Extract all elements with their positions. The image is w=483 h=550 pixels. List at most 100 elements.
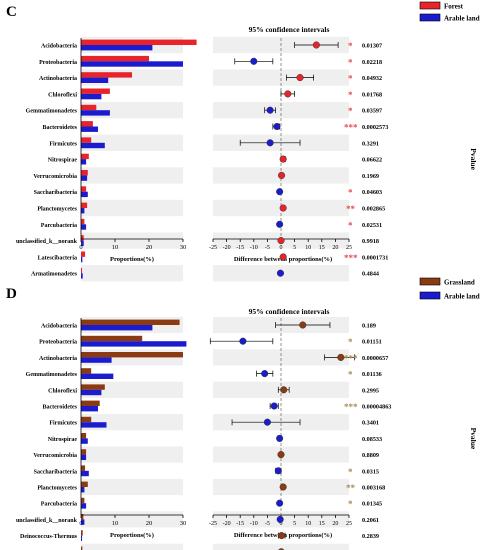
bar-tick-label: 10: [112, 244, 119, 251]
bar-arable-land: [81, 224, 87, 230]
bar-arable-land: [81, 191, 88, 198]
bar-grassland: [81, 352, 183, 358]
difference-point: [276, 434, 284, 442]
p-value: 0.08533: [362, 436, 382, 443]
bar-forest: [81, 153, 89, 160]
p-value: 0.01307: [362, 43, 382, 50]
p-value: 0.02531: [362, 222, 382, 229]
difference-point: [239, 337, 247, 345]
row-stripe: [81, 232, 183, 249]
row-stripe: [81, 446, 183, 463]
p-value: 0.03597: [362, 108, 382, 115]
difference-point: [263, 418, 271, 426]
difference-point: [279, 253, 287, 261]
significance-marker: ***: [344, 123, 358, 133]
difference-point: [279, 155, 287, 163]
row-stripe: [81, 511, 183, 528]
difference-point: [266, 106, 274, 114]
p-value: 0.0000657: [362, 355, 388, 362]
bar-forest: [81, 186, 87, 192]
bar-tick-label: 0: [79, 520, 82, 527]
significance-marker: *: [348, 90, 353, 100]
difference-point: [277, 171, 286, 179]
category-label: Saccharibacteria: [34, 190, 77, 196]
difference-point: [276, 188, 284, 196]
significance-marker: *: [348, 499, 353, 509]
difference-point: [273, 122, 281, 131]
bar-arable-land: [81, 256, 83, 263]
diff-tick-label: 5: [293, 521, 296, 527]
p-value: 0.3401: [362, 420, 379, 427]
p-value: 0.0002573: [362, 124, 388, 131]
legend-swatch: [419, 277, 441, 286]
diff-tick-label: 0: [280, 245, 283, 251]
bar-arable-land: [81, 159, 87, 165]
bar-arable-land: [81, 406, 98, 412]
bar-arable-land: [81, 175, 88, 181]
category-label: unclassified_k__norank: [16, 239, 78, 245]
category-label: Chloroflexi: [48, 388, 77, 394]
bar-forest: [81, 72, 132, 78]
category-label: Planctomycetes: [37, 486, 77, 492]
bar-grassland: [81, 546, 83, 550]
bar-grassland: [81, 514, 84, 520]
significance-marker: ***: [344, 402, 358, 412]
p-value: 0.04603: [362, 189, 382, 196]
difference-point: [279, 483, 287, 491]
category-label: Actinobacteria: [39, 76, 77, 82]
diff-tick-label: -10: [250, 245, 258, 251]
bar-forest: [81, 39, 197, 45]
bar-arable-land: [81, 357, 112, 363]
legend-label: Grassland: [444, 279, 475, 287]
category-label: Gemmatimonadetes: [26, 109, 78, 115]
bar-arable-land: [81, 454, 87, 460]
legend-label: Arable land: [444, 293, 480, 301]
bar-tick-label: 20: [146, 244, 153, 251]
bar-arable-land: [81, 535, 83, 541]
bar-forest: [81, 235, 84, 241]
difference-point: [261, 370, 269, 378]
diff-tick-label: 5: [293, 245, 296, 251]
category-label: Nitrospirae: [48, 437, 78, 443]
bar-arable-land: [81, 77, 109, 83]
bar-forest: [81, 170, 88, 176]
diff-tick-label: -5: [265, 521, 270, 527]
bar-arable-land: [81, 208, 85, 214]
category-label: Parcubacteria: [41, 223, 77, 229]
bar-arable-land: [81, 273, 83, 279]
category-label: Acidobacteria: [41, 44, 77, 50]
bar-grassland: [81, 465, 86, 471]
p-value: 0.01136: [362, 371, 382, 378]
category-label: Verrucomicrobia: [33, 453, 77, 459]
bar-arable-land: [81, 341, 187, 347]
category-label: Proteobacteria: [39, 340, 77, 346]
significance-marker: *: [348, 106, 353, 116]
bar-grassland: [81, 335, 143, 342]
row-stripe: [81, 478, 183, 496]
significance-marker: ***: [344, 253, 358, 263]
row-stripe: [81, 134, 183, 151]
bar-grassland: [81, 497, 85, 504]
bar-arable-land: [81, 240, 84, 246]
category-label: Latescibacteria: [38, 255, 77, 261]
p-value: 0.06622: [362, 157, 382, 164]
significance-marker: *: [348, 74, 353, 84]
significance-marker: *: [348, 57, 353, 67]
bar-tick-label: 0: [79, 244, 82, 251]
bar-x-label: Proportions(%): [110, 532, 154, 539]
category-label: unclassified_k__norank: [16, 518, 78, 524]
bar-forest: [81, 88, 110, 94]
significance-marker: *: [348, 467, 353, 477]
bar-tick-label: 30: [180, 520, 187, 527]
bar-arable-land: [81, 45, 153, 51]
difference-point: [312, 41, 320, 49]
bar-x-label: Proportions(%): [110, 256, 154, 263]
bar-grassland: [81, 481, 88, 487]
difference-point: [337, 353, 345, 361]
chart-title: 95% confidence intervals: [249, 25, 330, 34]
category-label: Saccharibacteria: [34, 469, 77, 475]
bar-arable-land: [81, 126, 98, 132]
category-label: Actinobacteria: [39, 356, 77, 362]
diff-tick-label: -25: [209, 521, 217, 527]
